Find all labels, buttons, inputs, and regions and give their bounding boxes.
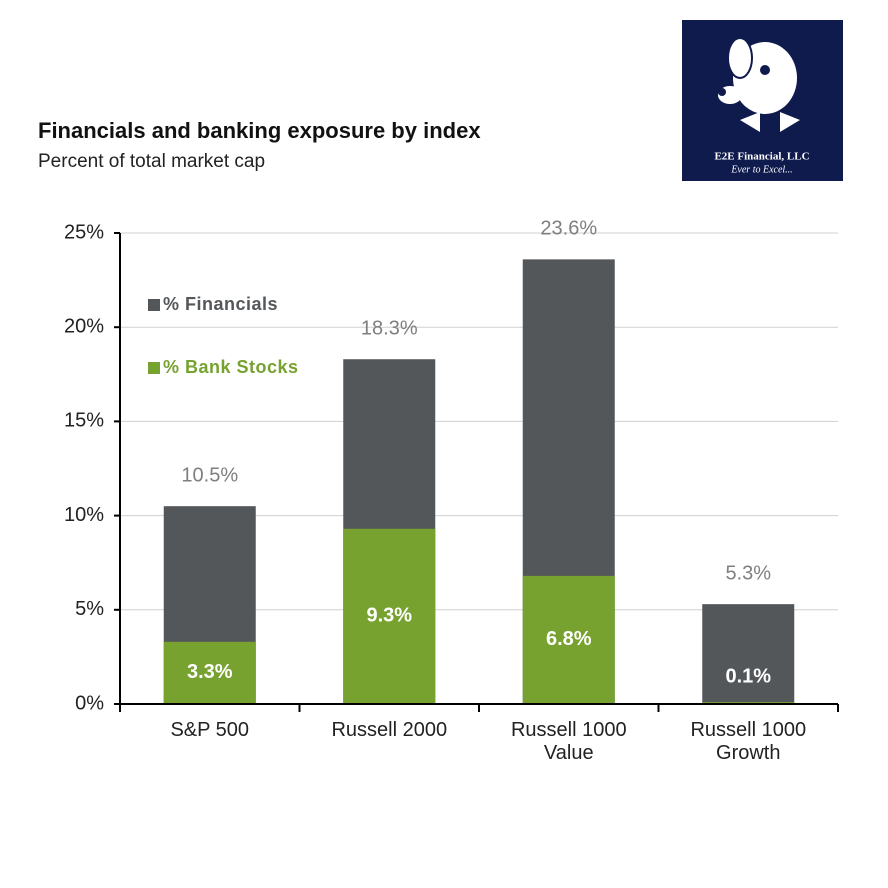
value-label: 3.3% xyxy=(187,661,233,683)
bar xyxy=(163,641,256,704)
legend-label: % Bank Stocks xyxy=(163,357,299,377)
bar xyxy=(522,575,615,704)
bar xyxy=(343,528,436,704)
chart-title: Financials and banking exposure by index xyxy=(38,118,481,143)
x-tick-label: Russell 1000 Value xyxy=(510,719,627,764)
y-tick-label: 10% xyxy=(64,504,104,526)
value-label: 18.3% xyxy=(361,318,418,340)
x-tick-label: Russell 2000 xyxy=(331,719,448,741)
y-tick-label: 15% xyxy=(64,410,104,432)
y-tick-label: 0% xyxy=(75,692,104,714)
y-tick-label: 5% xyxy=(75,598,104,620)
logo-bowtie xyxy=(740,112,800,132)
x-tick-label: S&P 500 xyxy=(170,719,250,741)
value-label: 9.3% xyxy=(366,605,412,627)
value-label: 10.5% xyxy=(181,464,238,486)
logo-name: E2E Financial, LLC xyxy=(714,151,809,163)
value-label: 23.6% xyxy=(540,218,597,240)
logo-dog-nose xyxy=(718,88,726,96)
legend-swatch xyxy=(148,299,160,311)
legend-label: % Financials xyxy=(163,294,278,314)
value-label: 5.3% xyxy=(725,562,771,584)
bar xyxy=(702,604,795,704)
logo-dog-ear xyxy=(727,37,753,79)
chart-subtitle: Percent of total market cap xyxy=(38,151,265,172)
logo-dog-eye xyxy=(760,65,770,75)
y-tick-label: 20% xyxy=(64,315,104,337)
value-label: 0.1% xyxy=(725,665,771,687)
value-label: 6.8% xyxy=(546,628,592,650)
legend-swatch xyxy=(148,362,160,374)
logo-tagline: Ever to Excel... xyxy=(730,164,792,175)
x-tick-label: Russell 1000 Growth xyxy=(690,719,807,764)
logo: E2E Financial, LLC Ever to Excel... xyxy=(682,20,843,181)
y-tick-label: 25% xyxy=(64,221,104,243)
